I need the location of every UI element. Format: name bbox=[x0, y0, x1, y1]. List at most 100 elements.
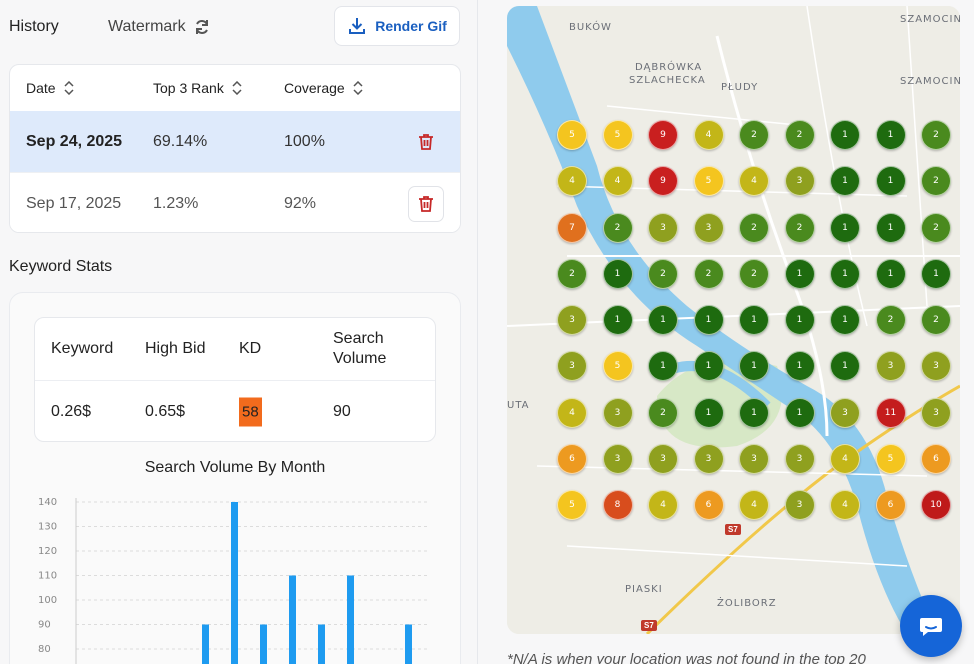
rank-dot[interactable]: 1 bbox=[693, 305, 724, 335]
rank-dot[interactable]: 9 bbox=[648, 120, 678, 150]
rank-dot[interactable]: 10 bbox=[921, 490, 951, 520]
rank-dot[interactable]: 3 bbox=[830, 397, 860, 428]
chat-button[interactable] bbox=[900, 595, 962, 657]
rank-dot[interactable]: 3 bbox=[693, 212, 724, 243]
rank-dot[interactable]: 5 bbox=[875, 443, 906, 474]
bar[interactable] bbox=[405, 624, 412, 664]
rank-dot[interactable]: 1 bbox=[739, 351, 769, 382]
bar[interactable] bbox=[347, 575, 354, 664]
col-date-header[interactable]: Date bbox=[26, 80, 74, 96]
bar[interactable] bbox=[289, 575, 296, 664]
rank-dot[interactable]: 5 bbox=[557, 490, 587, 520]
rank-dot[interactable]: 2 bbox=[602, 212, 633, 243]
rank-dot[interactable]: 1 bbox=[602, 258, 633, 289]
rank-dot[interactable]: 1 bbox=[875, 120, 906, 150]
rank-dot[interactable]: 2 bbox=[739, 212, 769, 243]
rank-dot[interactable]: 2 bbox=[648, 258, 678, 289]
rank-dot[interactable]: 2 bbox=[784, 120, 815, 150]
rank-dot[interactable]: 2 bbox=[648, 397, 678, 428]
rank-dot[interactable]: 1 bbox=[875, 166, 906, 197]
rank-dot[interactable]: 3 bbox=[693, 443, 724, 474]
rank-dot[interactable]: 3 bbox=[784, 166, 815, 197]
rank-dot[interactable]: 4 bbox=[648, 490, 678, 520]
col-top3-header[interactable]: Top 3 Rank bbox=[153, 80, 242, 96]
rank-dot[interactable]: 1 bbox=[875, 212, 906, 243]
rank-dot[interactable]: 4 bbox=[739, 166, 769, 197]
rank-dot[interactable]: 3 bbox=[648, 212, 678, 243]
rank-dot[interactable]: 4 bbox=[602, 166, 633, 197]
rank-dot[interactable]: 1 bbox=[784, 258, 815, 289]
refresh-icon[interactable] bbox=[194, 19, 210, 35]
rank-dot[interactable]: 3 bbox=[921, 397, 951, 428]
rank-dot[interactable]: 9 bbox=[648, 166, 678, 197]
rank-dot[interactable]: 3 bbox=[557, 305, 587, 335]
rank-dot[interactable]: 1 bbox=[830, 351, 860, 382]
rank-dot[interactable]: 4 bbox=[557, 166, 587, 197]
render-gif-button[interactable]: Render Gif bbox=[334, 6, 460, 46]
rank-dot[interactable]: 3 bbox=[557, 351, 587, 382]
rank-dot[interactable]: 3 bbox=[648, 443, 678, 474]
rank-dot[interactable]: 6 bbox=[557, 443, 587, 474]
history-row[interactable]: Sep 17, 2025 1.23% 92% bbox=[10, 172, 460, 232]
rank-dot[interactable]: 1 bbox=[693, 351, 724, 382]
rank-dot[interactable]: 3 bbox=[784, 443, 815, 474]
rank-dot[interactable]: 3 bbox=[602, 443, 633, 474]
rank-dot[interactable]: 2 bbox=[739, 258, 769, 289]
rank-dot[interactable]: 1 bbox=[739, 397, 769, 428]
rank-dot[interactable]: 4 bbox=[830, 490, 860, 520]
rank-dot[interactable]: 1 bbox=[648, 305, 678, 335]
rank-dot[interactable]: 1 bbox=[830, 258, 860, 289]
rank-dot[interactable]: 1 bbox=[648, 351, 678, 382]
rank-dot[interactable]: 4 bbox=[693, 120, 724, 150]
rank-dot[interactable]: 1 bbox=[830, 120, 860, 150]
rank-dot[interactable]: 11 bbox=[875, 397, 906, 428]
delete-button[interactable] bbox=[408, 185, 444, 222]
col-coverage-header[interactable]: Coverage bbox=[284, 80, 363, 96]
rank-dot[interactable]: 3 bbox=[602, 397, 633, 428]
rank-dot[interactable]: 4 bbox=[830, 443, 860, 474]
rank-dot[interactable]: 7 bbox=[557, 212, 587, 243]
delete-button[interactable] bbox=[408, 124, 444, 160]
rank-dot[interactable]: 2 bbox=[739, 120, 769, 150]
rank-dot[interactable]: 6 bbox=[693, 490, 724, 520]
rank-dot[interactable]: 3 bbox=[875, 351, 906, 382]
rank-dot[interactable]: 3 bbox=[784, 490, 815, 520]
rank-dot[interactable]: 1 bbox=[784, 305, 815, 335]
rank-dot[interactable]: 8 bbox=[602, 490, 633, 520]
rank-dot[interactable]: 3 bbox=[739, 443, 769, 474]
rank-dot[interactable]: 5 bbox=[557, 120, 587, 150]
rank-dot[interactable]: 2 bbox=[921, 305, 951, 335]
bar[interactable] bbox=[260, 624, 267, 664]
rank-dot[interactable]: 5 bbox=[602, 120, 633, 150]
bar[interactable] bbox=[231, 502, 238, 664]
rank-dot[interactable]: 2 bbox=[693, 258, 724, 289]
rank-dot[interactable]: 1 bbox=[830, 212, 860, 243]
rank-dot[interactable]: 2 bbox=[557, 258, 587, 289]
rank-dot[interactable]: 1 bbox=[921, 258, 951, 289]
rank-dot[interactable]: 3 bbox=[921, 351, 951, 382]
watermark-toggle[interactable]: Watermark bbox=[108, 18, 210, 36]
rank-dot[interactable]: 4 bbox=[739, 490, 769, 520]
rank-dot[interactable]: 2 bbox=[921, 120, 951, 150]
rank-dot[interactable]: 1 bbox=[693, 397, 724, 428]
bar[interactable] bbox=[318, 624, 325, 664]
rank-dot[interactable]: 2 bbox=[784, 212, 815, 243]
rank-dot[interactable]: 5 bbox=[602, 351, 633, 382]
rank-dot[interactable]: 2 bbox=[921, 166, 951, 197]
history-row-selected[interactable]: Sep 24, 2025 69.14% 100% bbox=[10, 111, 460, 172]
rank-dot[interactable]: 1 bbox=[602, 305, 633, 335]
rank-dot[interactable]: 6 bbox=[921, 443, 951, 474]
rank-dot[interactable]: 2 bbox=[875, 305, 906, 335]
rank-dot[interactable]: 5 bbox=[693, 166, 724, 197]
rank-dot[interactable]: 1 bbox=[784, 397, 815, 428]
rank-grid-map[interactable]: BUKÓW DĄBRÓWKA SZLACHECKA PŁUDY SZAMOCIN… bbox=[507, 6, 960, 634]
rank-dot[interactable]: 2 bbox=[921, 212, 951, 243]
rank-dot[interactable]: 1 bbox=[875, 258, 906, 289]
rank-dot[interactable]: 1 bbox=[830, 166, 860, 197]
rank-dot[interactable]: 1 bbox=[830, 305, 860, 335]
rank-dot[interactable]: 1 bbox=[739, 305, 769, 335]
bar[interactable] bbox=[202, 624, 209, 664]
rank-dot[interactable]: 1 bbox=[784, 351, 815, 382]
rank-dot[interactable]: 6 bbox=[875, 490, 906, 520]
rank-dot[interactable]: 4 bbox=[557, 397, 587, 428]
